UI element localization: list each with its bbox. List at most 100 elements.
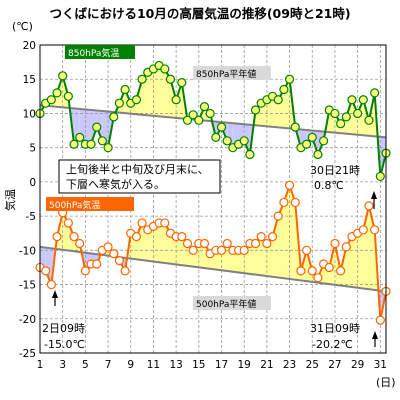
- data-point: [188, 245, 198, 255]
- data-point: [239, 245, 249, 255]
- deviation-fill: [45, 247, 52, 285]
- data-point: [177, 232, 187, 242]
- data-point: [216, 245, 227, 255]
- data-point: [250, 105, 261, 115]
- data-point: [364, 115, 374, 125]
- data-point: [222, 136, 232, 146]
- x-tick-label: 25: [306, 359, 319, 371]
- deviation-fill: [283, 185, 290, 280]
- data-point: [279, 84, 289, 95]
- data-point: [182, 238, 193, 249]
- deviation-fill: [147, 226, 154, 262]
- min850-line-1: 30日21時: [310, 164, 360, 177]
- data-point: [46, 95, 56, 105]
- data-point: [330, 108, 340, 119]
- y-tick-label: 10: [23, 108, 36, 120]
- data-point: [114, 98, 125, 108]
- deviation-fill: [136, 222, 143, 261]
- data-point: [109, 112, 119, 122]
- x-tick-label: 17: [215, 359, 228, 371]
- x-tick-label: 23: [283, 359, 296, 371]
- deviation-fill: [147, 68, 154, 116]
- deviation-fill: [198, 243, 205, 269]
- data-point: [250, 238, 261, 249]
- data-point: [336, 266, 346, 276]
- data-point: [86, 139, 96, 149]
- data-point: [69, 232, 79, 242]
- data-point: [103, 143, 113, 153]
- data-point: [341, 112, 351, 122]
- data-point: [290, 197, 300, 208]
- data-point: [319, 136, 329, 146]
- y-unit-label: (℃): [12, 20, 33, 33]
- data-point: [137, 218, 147, 228]
- deviation-fill: [232, 250, 239, 273]
- data-point: [131, 95, 142, 105]
- normal-label-850-box: [193, 66, 271, 80]
- arrow-up-icon: [372, 331, 378, 347]
- data-point: [267, 232, 278, 242]
- data-point: [160, 64, 170, 74]
- temperature-series: [35, 60, 391, 325]
- data-point: [273, 211, 283, 221]
- data-point: [137, 74, 147, 84]
- data-point: [330, 238, 340, 249]
- data-point: [120, 84, 130, 95]
- data-point: [41, 266, 51, 276]
- deviation-fill: [357, 99, 364, 136]
- data-point: [336, 119, 346, 129]
- data-point: [171, 95, 181, 105]
- deviation-fill: [289, 185, 296, 280]
- deviation-fill: [153, 222, 160, 263]
- data-point: [284, 180, 295, 190]
- data-point: [375, 315, 385, 325]
- data-point: [245, 149, 255, 160]
- data-point: [177, 78, 187, 88]
- data-point: [199, 101, 210, 112]
- data-point: [239, 136, 249, 146]
- data-point: [341, 242, 351, 252]
- data-point: [52, 232, 62, 242]
- arrow-up-icon: [52, 290, 58, 306]
- note-box: [58, 159, 221, 194]
- deviation-fill: [159, 222, 165, 263]
- data-point: [358, 95, 368, 105]
- data-point: [313, 149, 323, 160]
- data-point: [131, 232, 142, 242]
- deviation-fill: [351, 233, 358, 288]
- note-line-2: 下層へ寒気が入る。: [66, 177, 165, 191]
- normal-label-500-box: [193, 296, 271, 310]
- min850-line-2: 0.8℃: [314, 179, 344, 192]
- y-tick-label: -10: [19, 245, 36, 257]
- plot-frame: [39, 44, 387, 354]
- deviation-fill: [351, 99, 358, 135]
- y-axis-label: 気温: [3, 189, 17, 211]
- data-point: [199, 238, 210, 249]
- data-point: [307, 266, 317, 276]
- min500a-line-1: 2日09時: [42, 322, 85, 335]
- data-point: [63, 218, 73, 228]
- y-tick-label: -25: [19, 348, 36, 360]
- legend-badge-500: [46, 197, 134, 211]
- x-tick-label: 31: [374, 359, 387, 371]
- data-point: [279, 197, 289, 208]
- note-line-1: 上旬後半と中旬及び月末に、: [66, 162, 209, 176]
- data-point: [370, 225, 380, 235]
- min500b-line-1: 31日09時: [310, 322, 360, 335]
- y-tick-label: 20: [23, 40, 36, 52]
- deviation-fill: [238, 250, 245, 274]
- data-point: [114, 256, 125, 266]
- data-point: [69, 139, 79, 149]
- x-tick-label: 15: [192, 359, 205, 371]
- data-point: [296, 266, 306, 276]
- data-point: [273, 95, 283, 105]
- y-tick-label: -15: [19, 280, 36, 292]
- data-point: [256, 232, 266, 242]
- data-point: [347, 95, 357, 105]
- legend-label-500: 500hPa気温: [49, 199, 100, 211]
- y-tick-label: 5: [29, 143, 36, 155]
- data-point: [109, 249, 119, 259]
- y-tick-label: -5: [26, 211, 36, 223]
